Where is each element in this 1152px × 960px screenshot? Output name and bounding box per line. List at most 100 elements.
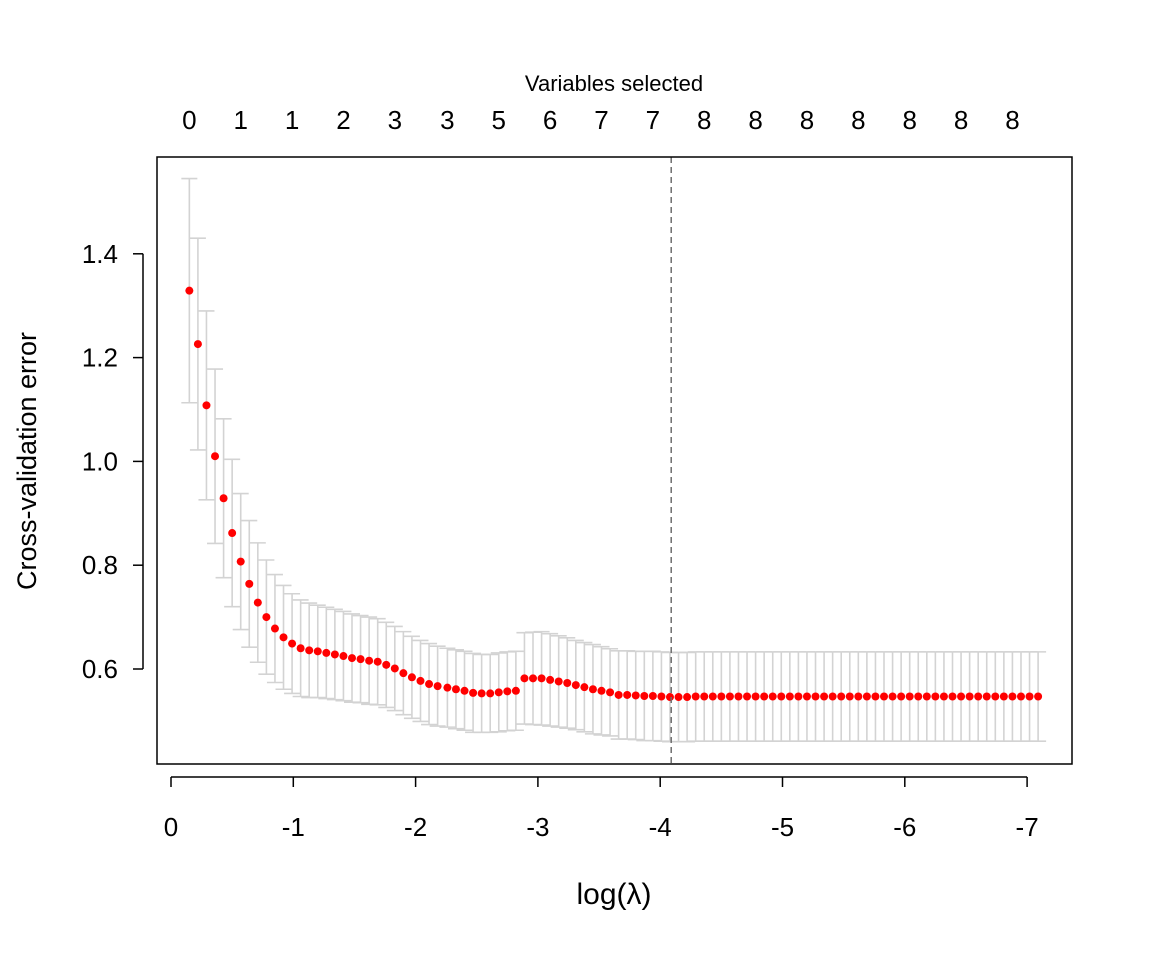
data-point	[623, 690, 632, 699]
x-tick-label: -6	[893, 812, 916, 842]
data-point	[905, 692, 914, 701]
data-point	[433, 682, 442, 691]
data-point	[296, 644, 305, 653]
data-point	[691, 692, 700, 701]
plot-frame	[156, 156, 1073, 765]
data-point	[820, 692, 829, 701]
y-tick-label: 1.0	[82, 446, 118, 476]
data-point	[563, 679, 572, 688]
data-point	[785, 692, 794, 701]
data-point	[313, 647, 322, 656]
data-point	[288, 639, 297, 648]
data-point	[185, 286, 194, 295]
top-tick-label: 8	[851, 105, 865, 135]
data-point	[768, 692, 777, 701]
top-tick-label: 7	[594, 105, 608, 135]
data-point	[390, 664, 399, 673]
top-tick-label: 0	[182, 105, 196, 135]
data-point	[348, 654, 357, 663]
x-tick-label: -5	[771, 812, 794, 842]
data-point	[477, 689, 486, 698]
top-tick-label: 8	[697, 105, 711, 135]
y-axis: 0.6 0.8 1.0 1.2 1.4	[82, 239, 144, 684]
y-tick-label: 1.4	[82, 239, 118, 269]
top-axis-label: Variables selected	[525, 71, 703, 96]
data-point	[322, 648, 331, 657]
x-tick-label: -4	[649, 812, 672, 842]
data-point	[279, 633, 288, 642]
data-point	[245, 579, 254, 588]
data-point	[674, 693, 683, 702]
x-axis: 0 -1 -2 -3 -4 -5 -6 -7	[164, 776, 1039, 842]
data-point	[554, 677, 563, 686]
top-tick-label: 8	[748, 105, 762, 135]
top-tick-label: 1	[285, 105, 299, 135]
data-point	[494, 688, 503, 697]
data-point	[614, 690, 623, 699]
x-tick-label: -1	[282, 812, 305, 842]
data-point	[837, 692, 846, 701]
data-point	[640, 691, 649, 700]
data-point	[270, 624, 279, 633]
top-tick-label: 3	[440, 105, 454, 135]
top-tick-label: 8	[902, 105, 916, 135]
top-tick-label: 3	[388, 105, 402, 135]
data-point	[957, 692, 966, 701]
x-tick-label: -3	[526, 812, 549, 842]
data-point	[211, 452, 220, 461]
data-point	[845, 692, 854, 701]
data-point	[734, 692, 743, 701]
data-point	[529, 674, 538, 683]
x-axis-label: log(λ)	[576, 878, 651, 911]
data-point	[939, 692, 948, 701]
data-point	[751, 692, 760, 701]
data-point	[236, 557, 245, 566]
data-point	[708, 692, 717, 701]
data-point	[416, 676, 425, 685]
top-tick-label: 5	[492, 105, 506, 135]
error-bars	[181, 177, 1047, 743]
data-point	[999, 692, 1008, 701]
data-point	[460, 686, 469, 695]
data-point	[922, 692, 931, 701]
top-tick-label: 6	[543, 105, 557, 135]
data-point	[862, 692, 871, 701]
data-point	[588, 685, 597, 694]
data-point	[794, 692, 803, 701]
data-point	[253, 598, 262, 607]
data-point	[828, 692, 837, 701]
y-tick-label: 0.6	[82, 654, 118, 684]
data-point	[888, 692, 897, 701]
x-tick-label: 0	[164, 812, 178, 842]
data-point	[631, 691, 640, 700]
data-point	[339, 652, 348, 661]
data-point	[880, 692, 889, 701]
data-point	[1025, 692, 1034, 701]
data-point	[743, 692, 752, 701]
top-tick-label: 7	[646, 105, 660, 135]
y-tick-label: 0.8	[82, 550, 118, 580]
data-point	[503, 687, 512, 696]
data-point	[443, 683, 452, 692]
data-point	[854, 692, 863, 701]
top-axis: 0 1 1 2 3 3 5 6 7 7 8 8 8 8 8 8 8	[182, 105, 1020, 135]
data-point	[597, 686, 606, 695]
data-point	[700, 692, 709, 701]
data-point	[897, 692, 906, 701]
data-point	[330, 650, 339, 659]
data-point	[425, 680, 434, 689]
top-tick-label: 8	[954, 105, 968, 135]
data-point	[606, 688, 615, 697]
data-points	[185, 286, 1043, 702]
data-point	[717, 692, 726, 701]
data-point	[520, 674, 529, 683]
data-point	[683, 693, 692, 702]
data-point	[219, 494, 228, 503]
top-tick-label: 8	[1005, 105, 1019, 135]
data-point	[228, 529, 237, 538]
data-point	[382, 660, 391, 669]
data-point	[665, 693, 674, 702]
data-point	[931, 692, 940, 701]
data-point	[511, 686, 520, 695]
